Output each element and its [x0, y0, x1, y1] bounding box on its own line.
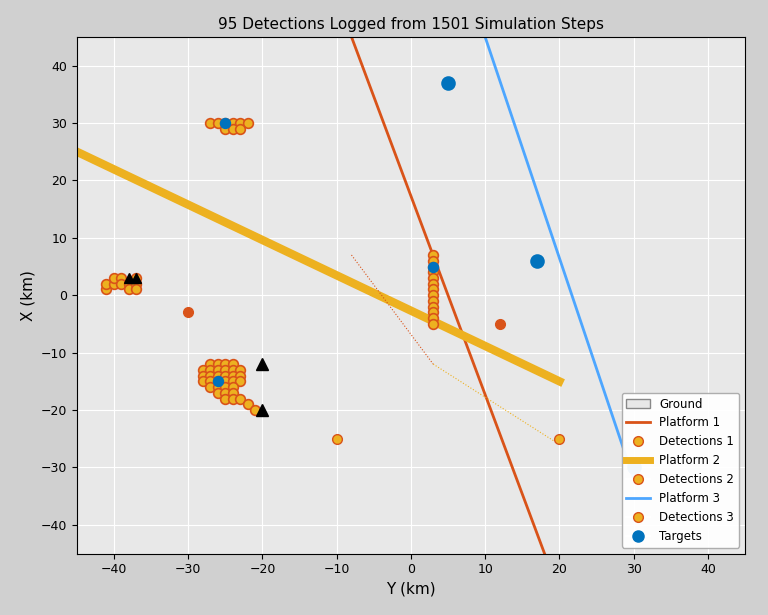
- Y-axis label: X (km): X (km): [20, 270, 35, 320]
- Legend: Ground, Platform 1, Detections 1, Platform 2, Detections 2, Platform 3, Detectio: Ground, Platform 1, Detections 1, Platfo…: [621, 393, 739, 547]
- X-axis label: Y (km): Y (km): [386, 582, 435, 597]
- Title: 95 Detections Logged from 1501 Simulation Steps: 95 Detections Logged from 1501 Simulatio…: [218, 17, 604, 31]
